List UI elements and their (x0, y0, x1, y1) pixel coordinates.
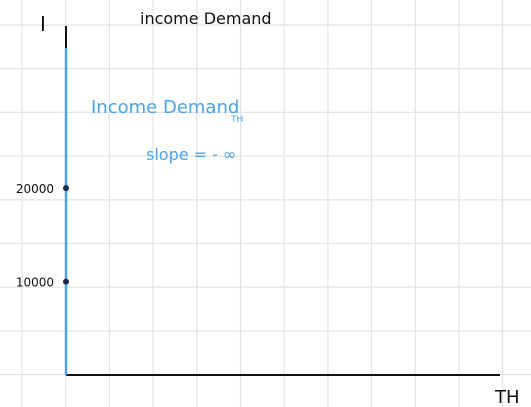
x-axis-label: TH (494, 387, 520, 407)
y-tick-label-0: 10000 (16, 276, 54, 290)
y-tick-label-1: 20000 (16, 182, 54, 196)
series-label: Income Demand (91, 97, 239, 118)
y-axis-label: I (40, 12, 46, 36)
y-tick-mark-0 (63, 278, 69, 285)
tick-layer: 10000 20000 (16, 182, 69, 290)
series-label-subscript: TH (230, 115, 243, 125)
chart-title: income Demand (140, 9, 272, 28)
y-tick-mark-1 (63, 185, 69, 192)
slope-annotation: slope = - ∞ (146, 145, 236, 164)
